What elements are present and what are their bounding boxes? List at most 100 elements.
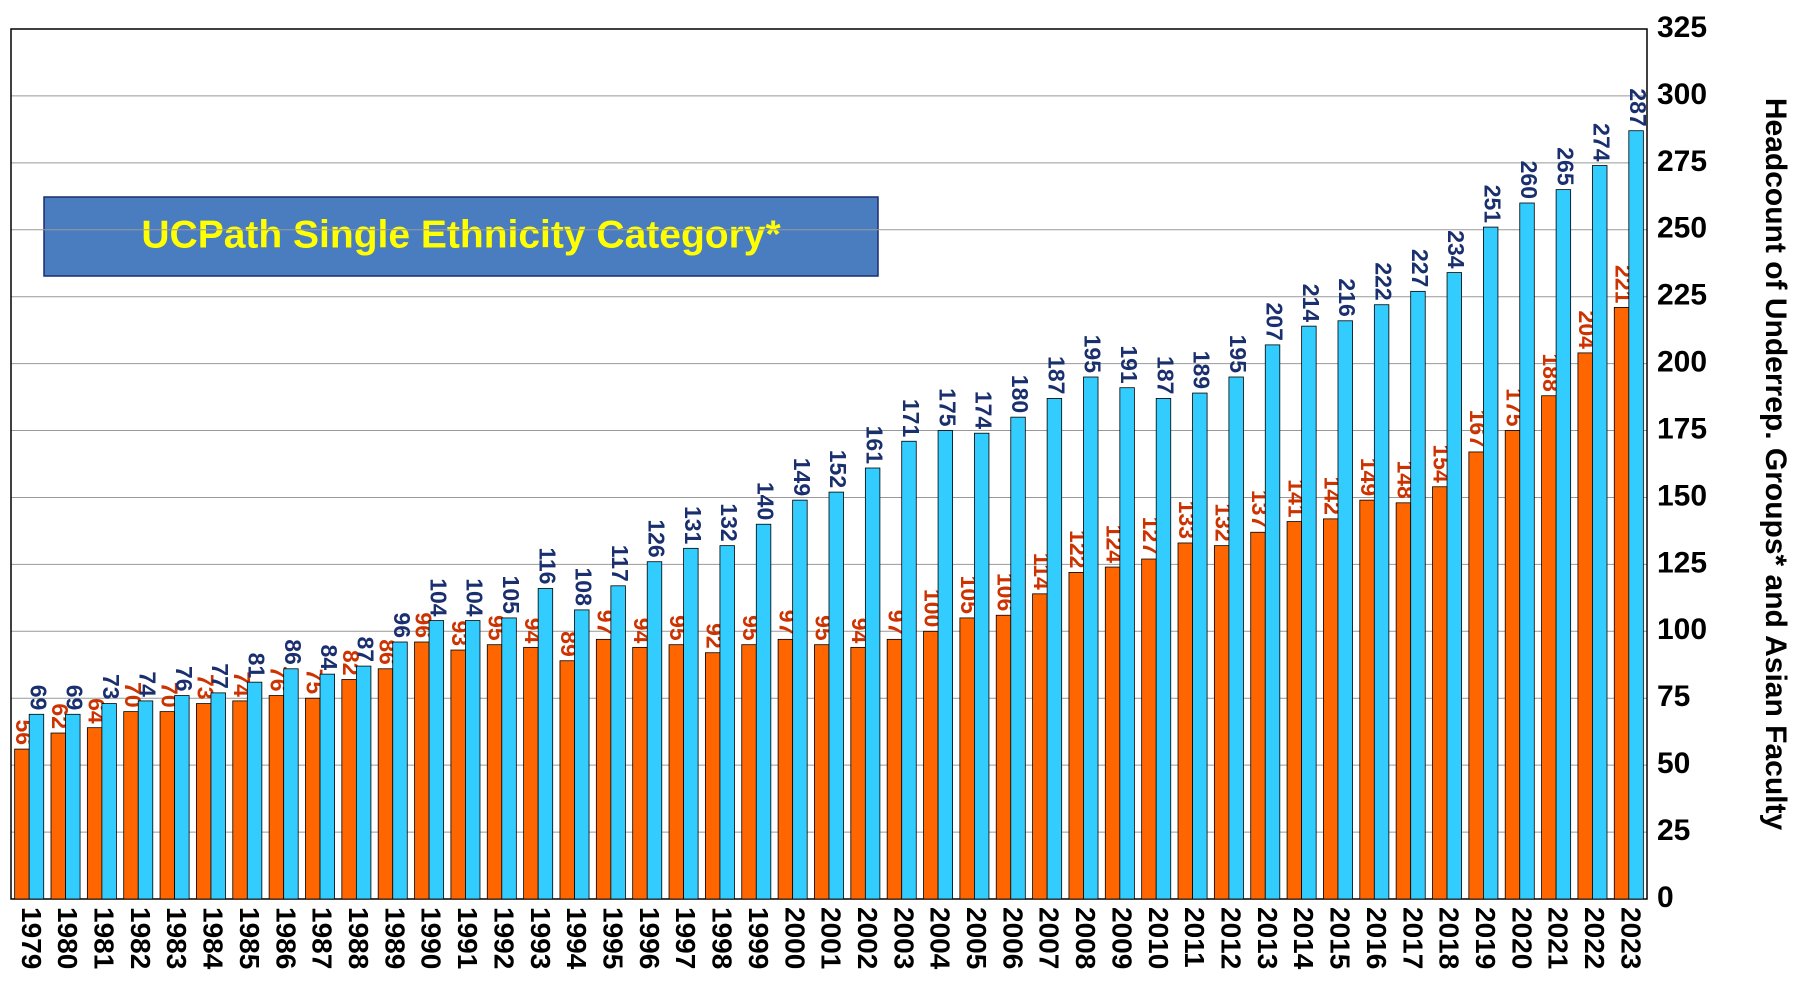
y-tick-label: 25 xyxy=(1657,814,1690,847)
bar xyxy=(668,644,684,900)
data-label: 207 xyxy=(1261,303,1287,341)
x-tick-label: 2006 xyxy=(997,907,1028,969)
bar xyxy=(1141,558,1157,900)
data-label: 161 xyxy=(862,426,888,465)
bar xyxy=(1395,502,1412,900)
annotation: UCPath Single Ethnicity Category* xyxy=(141,213,781,256)
bar xyxy=(1483,226,1499,900)
bar xyxy=(246,681,263,900)
x-tick-label: 1989 xyxy=(379,907,410,969)
data-label: 195 xyxy=(1080,335,1106,374)
y-axis-title: Headcount of Underrep. Groups* and Asian… xyxy=(1759,98,1792,831)
bar xyxy=(755,523,772,900)
bar xyxy=(683,547,699,900)
x-tick-label: 1982 xyxy=(125,907,156,969)
data-label: 214 xyxy=(1298,284,1324,323)
y-tick-label: 325 xyxy=(1657,11,1707,44)
x-tick-label: 2015 xyxy=(1325,907,1356,969)
bar xyxy=(1032,593,1048,900)
bar xyxy=(1541,395,1557,900)
bar xyxy=(1468,451,1484,900)
bar xyxy=(1228,376,1244,900)
data-label: 222 xyxy=(1371,262,1397,300)
data-label: 131 xyxy=(680,506,706,545)
x-tick-label: 2007 xyxy=(1034,907,1065,969)
bar xyxy=(923,630,939,900)
y-tick-label: 250 xyxy=(1657,212,1707,245)
x-tick-label: 2020 xyxy=(1506,907,1537,969)
data-label: 187 xyxy=(1152,356,1178,394)
x-tick-label: 2018 xyxy=(1434,907,1465,969)
y-tick-label: 100 xyxy=(1657,613,1707,646)
x-tick-label: 1996 xyxy=(634,907,665,969)
bar xyxy=(1083,376,1099,900)
x-tick-label: 1986 xyxy=(270,907,301,969)
bar xyxy=(1410,290,1426,900)
bar xyxy=(232,700,248,900)
x-tick-label: 2021 xyxy=(1543,907,1574,969)
bar xyxy=(937,430,954,900)
x-tick-label: 1999 xyxy=(743,907,774,969)
bar xyxy=(1250,531,1266,900)
bar xyxy=(646,561,663,900)
bar xyxy=(1119,387,1135,900)
bar xyxy=(268,695,285,900)
bar xyxy=(537,588,554,900)
bar xyxy=(864,467,881,900)
bar xyxy=(719,545,735,900)
y-tick-label: 225 xyxy=(1657,279,1707,312)
y-tick-label: 300 xyxy=(1657,78,1707,111)
bar xyxy=(559,660,575,900)
bar xyxy=(1010,416,1026,900)
data-label: 174 xyxy=(971,391,997,430)
y-tick-label: 150 xyxy=(1657,479,1707,512)
x-tick-label: 2008 xyxy=(1070,907,1101,969)
x-tick-label: 1994 xyxy=(561,907,592,970)
x-tick-label: 1997 xyxy=(670,907,701,969)
bar xyxy=(901,440,917,900)
x-tick-label: 1980 xyxy=(52,907,83,969)
data-label: 287 xyxy=(1625,88,1651,126)
y-tick-label: 200 xyxy=(1657,346,1707,379)
data-label: 104 xyxy=(462,578,488,617)
data-label: 149 xyxy=(789,458,815,496)
data-label: 126 xyxy=(643,519,669,557)
bar xyxy=(283,668,299,900)
bar xyxy=(28,713,45,900)
data-label: 260 xyxy=(1516,161,1542,199)
bar xyxy=(777,638,794,900)
y-tick-label: 125 xyxy=(1657,546,1707,579)
bar xyxy=(486,644,503,900)
bar xyxy=(1628,130,1644,900)
data-label: 191 xyxy=(1116,345,1142,384)
bar xyxy=(741,644,757,900)
bar xyxy=(595,638,612,900)
annotation-box xyxy=(43,196,879,277)
x-tick-label: 2010 xyxy=(1143,907,1174,969)
x-tick-label: 1992 xyxy=(488,907,519,969)
bar xyxy=(1359,499,1375,900)
x-tick-label: 2013 xyxy=(1252,907,1283,969)
bar xyxy=(1046,398,1063,900)
data-label: 76 xyxy=(171,666,197,692)
data-label: 132 xyxy=(716,503,742,541)
bar xyxy=(341,679,357,900)
bar xyxy=(523,646,539,900)
data-label: 251 xyxy=(1480,185,1506,224)
bar xyxy=(450,649,466,900)
bar xyxy=(814,644,830,900)
bar xyxy=(14,748,30,900)
data-label: 234 xyxy=(1443,230,1469,269)
data-label: 86 xyxy=(280,639,306,665)
data-label: 96 xyxy=(389,612,415,638)
y-tick-label: 175 xyxy=(1657,412,1707,445)
bar xyxy=(65,713,81,900)
bar xyxy=(1446,272,1462,900)
data-label: 105 xyxy=(498,576,524,615)
bar xyxy=(196,703,212,900)
bar xyxy=(792,499,808,900)
x-tick-label: 1993 xyxy=(525,907,556,969)
x-tick-label: 1998 xyxy=(707,907,738,969)
data-label: 274 xyxy=(1589,123,1615,162)
